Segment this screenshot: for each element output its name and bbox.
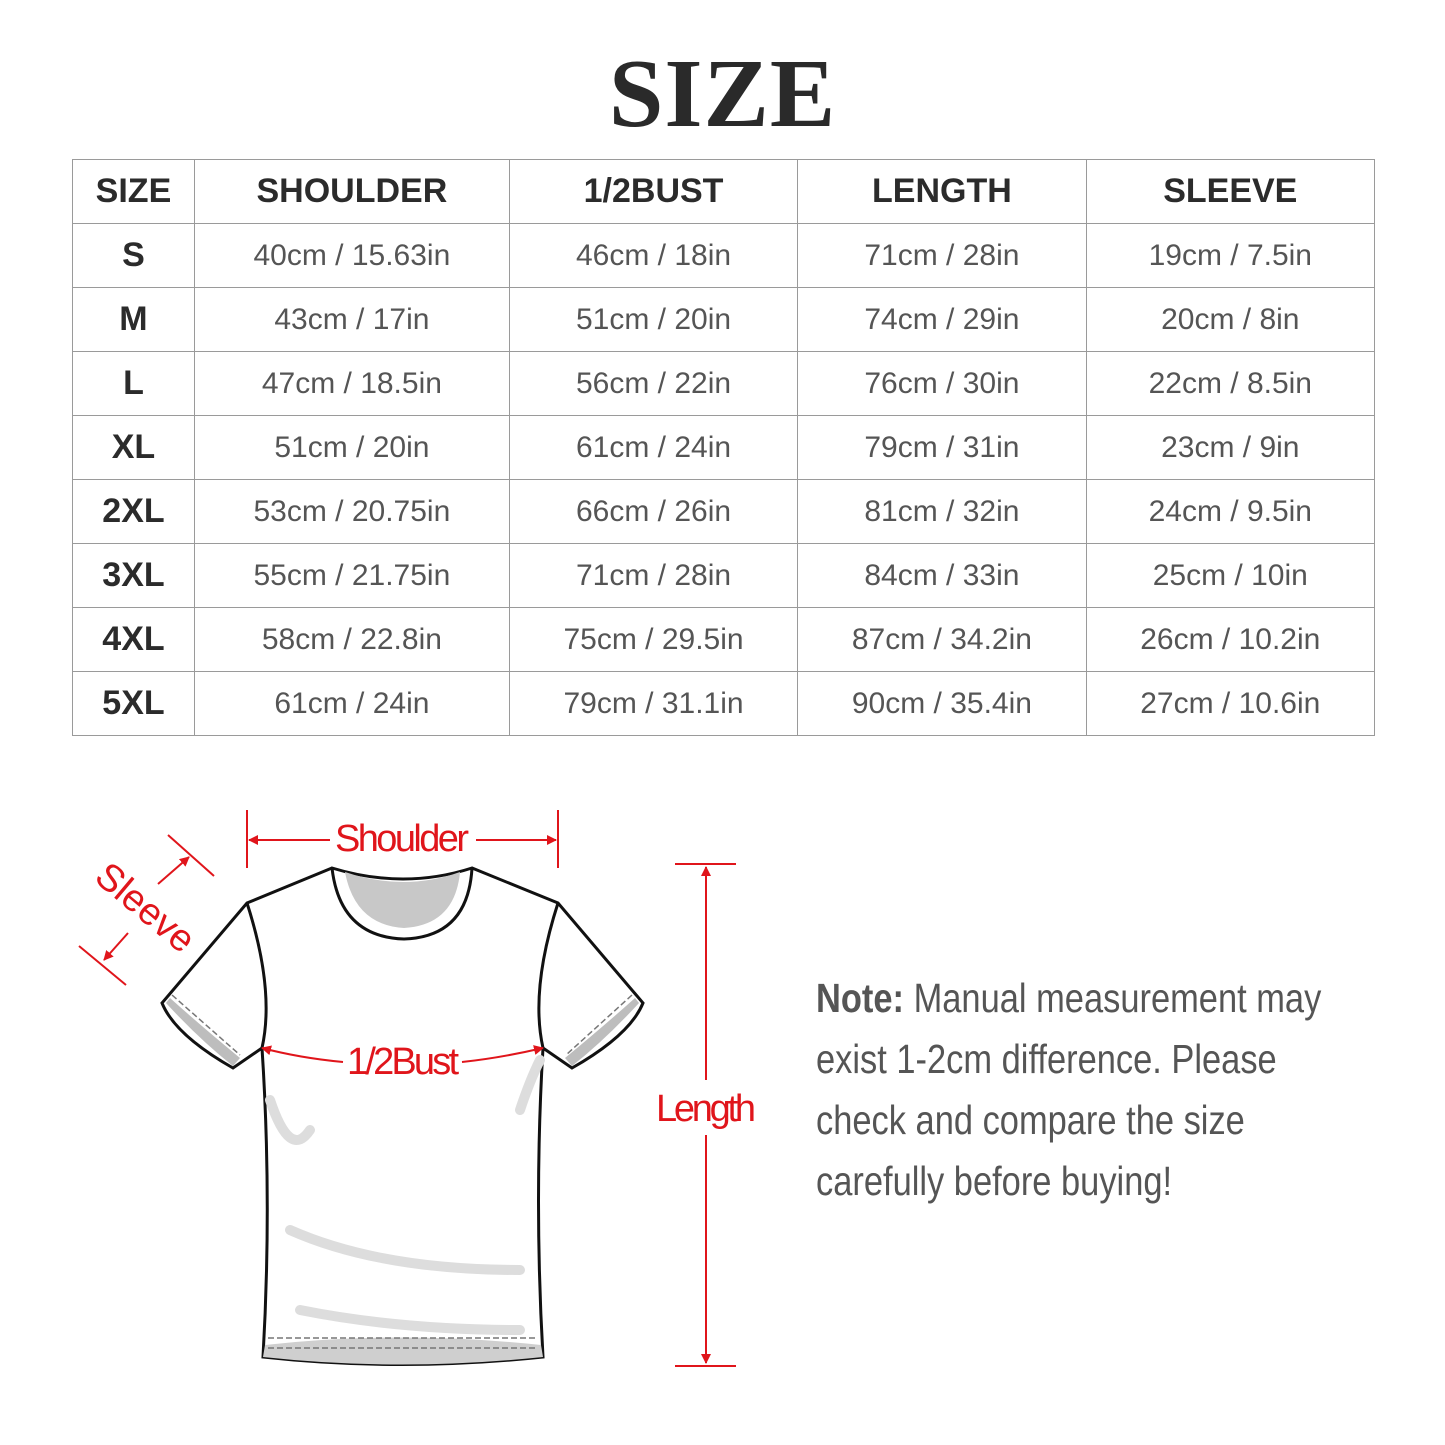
measurement-cell: 55cm / 21.75in: [193, 543, 510, 608]
shoulder-measure: Shoulder: [246, 810, 559, 868]
size-table: SIZE SHOULDER 1/2BUST LENGTH SLEEVE S 40cm / …: [72, 159, 1376, 736]
size-cell: 5XL: [72, 671, 195, 736]
bust-measure: 1/2Bust: [261, 1041, 544, 1083]
measurement-cell: 51cm / 20in: [508, 287, 799, 352]
measurement-cell: 26cm / 10.2in: [1085, 607, 1376, 672]
measurement-cell: 27cm / 10.6in: [1085, 671, 1376, 736]
column-header: 1/2BUST: [508, 159, 799, 224]
table-header-row: SIZE SHOULDER 1/2BUST LENGTH SLEEVE: [72, 159, 1376, 224]
measurement-cell: 66cm / 26in: [508, 479, 799, 544]
measurement-cell: 56cm / 22in: [508, 351, 799, 416]
table-row: 3XL 55cm / 21.75in 71cm / 28in 84cm / 33in 2…: [72, 543, 1376, 608]
measurement-cell: 58cm / 22.8in: [193, 607, 510, 672]
page-title: SIZE: [608, 40, 837, 148]
measurement-cell: 61cm / 24in: [508, 415, 799, 480]
measurement-cell: 22cm / 8.5in: [1085, 351, 1376, 416]
measurement-cell: 79cm / 31.1in: [508, 671, 799, 736]
table-row: S 40cm / 15.63in 46cm / 18in 71cm / 28in 19c…: [72, 223, 1376, 288]
measurement-cell: 79cm / 31in: [797, 415, 1087, 480]
note-text: Manual measurement may exist 1-2cm diffe…: [816, 975, 1322, 1204]
length-measure: Length: [656, 863, 756, 1367]
measurement-cell: 76cm / 30in: [797, 351, 1087, 416]
bust-label: 1/2Bust: [347, 1041, 459, 1083]
size-cell: 2XL: [72, 479, 195, 544]
table-row: XL 51cm / 20in 61cm / 24in 79cm / 31in 23cm …: [72, 415, 1376, 480]
table-row: L 47cm / 18.5in 56cm / 22in 76cm / 30in 22cm…: [72, 351, 1376, 416]
measurement-cell: 40cm / 15.63in: [193, 223, 510, 288]
table-row: M 43cm / 17in 51cm / 20in 74cm / 29in 20cm /…: [72, 287, 1376, 352]
table-row: 5XL 61cm / 24in 79cm / 31.1in 90cm / 35.4in…: [72, 671, 1376, 736]
length-label: Length: [656, 1088, 756, 1130]
table-row: 2XL 53cm / 20.75in 66cm / 26in 81cm / 32in 2…: [72, 479, 1376, 544]
note: Note: Manual measurement may exist 1-2cm…: [816, 968, 1362, 1212]
measurement-cell: 71cm / 28in: [508, 543, 799, 608]
measurement-cell: 75cm / 29.5in: [508, 607, 799, 672]
measurement-cell: 19cm / 7.5in: [1085, 223, 1376, 288]
measurement-cell: 61cm / 24in: [193, 671, 510, 736]
measurement-cell: 84cm / 33in: [797, 543, 1087, 608]
measurement-cell: 74cm / 29in: [797, 287, 1087, 352]
measurement-cell: 43cm / 17in: [193, 287, 510, 352]
tshirt-outline: [160, 866, 645, 1366]
sleeve-measure: Sleeve: [78, 834, 215, 986]
size-cell: S: [72, 223, 195, 288]
size-cell: M: [72, 287, 195, 352]
size-cell: L: [72, 351, 195, 416]
measurement-cell: 81cm / 32in: [797, 479, 1087, 544]
measurement-cell: 24cm / 9.5in: [1085, 479, 1376, 544]
size-cell: 3XL: [72, 543, 195, 608]
measurement-cell: 20cm / 8in: [1085, 287, 1376, 352]
sleeve-label: Sleeve: [87, 855, 203, 962]
measurement-cell: 90cm / 35.4in: [797, 671, 1087, 736]
measurement-cell: 46cm / 18in: [508, 223, 799, 288]
shoulder-label: Shoulder: [335, 818, 469, 860]
note-label: Note:: [816, 975, 905, 1021]
measurement-cell: 23cm / 9in: [1085, 415, 1376, 480]
measurement-cell: 25cm / 10in: [1085, 543, 1376, 608]
column-header: SIZE: [72, 159, 195, 224]
column-header: SLEEVE: [1085, 159, 1376, 224]
size-cell: 4XL: [72, 607, 195, 672]
measurement-cell: 51cm / 20in: [193, 415, 510, 480]
measurement-cell: 47cm / 18.5in: [193, 351, 510, 416]
measurement-cell: 53cm / 20.75in: [193, 479, 510, 544]
column-header: LENGTH: [797, 159, 1087, 224]
